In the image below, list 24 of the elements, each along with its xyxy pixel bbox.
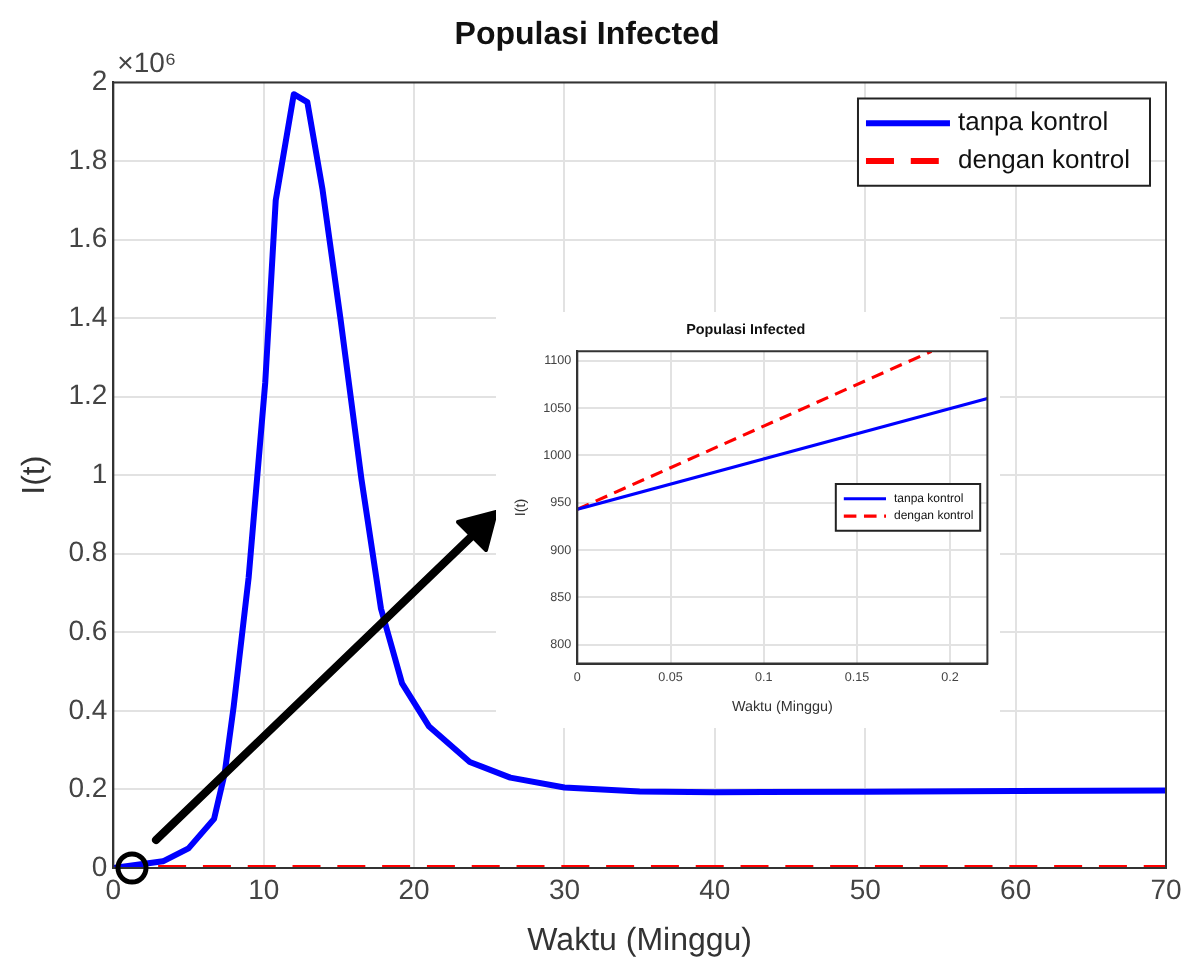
y-tick-label: 0.8 xyxy=(68,535,108,568)
y-tick-label: 1.4 xyxy=(68,299,108,332)
x-tick-label: 10 xyxy=(248,872,280,905)
x-tick-label: 20 xyxy=(398,872,431,905)
y-axis-title: I(t) xyxy=(18,455,53,495)
y-tick-label: 0.2 xyxy=(68,771,108,804)
y-tick-label: 1.2 xyxy=(68,378,108,411)
x-tick-label: 50 xyxy=(849,872,882,905)
x-tick-label: 60 xyxy=(1000,872,1032,905)
y-tick-label: 0.6 xyxy=(68,614,108,647)
y-tick-label: 1.6 xyxy=(68,221,108,254)
x-axis-title: Waktu (Minggu) xyxy=(527,923,752,958)
legend-label: tanpa kontrol xyxy=(957,106,1109,137)
x-tick-label: 30 xyxy=(548,872,581,905)
x-tick-label: 70 xyxy=(1150,872,1182,905)
text: ×10⁶ xyxy=(117,46,177,79)
y-tick-label: 2 xyxy=(91,64,108,97)
chart-title: Populasi Infected xyxy=(454,18,720,53)
y-tick-label: 0 xyxy=(91,849,108,882)
y-tick-label: 0.4 xyxy=(68,692,108,725)
x-tick-label: 40 xyxy=(699,872,731,905)
y-tick-label: 1.8 xyxy=(68,142,108,175)
y-tick-label: 1 xyxy=(91,456,108,489)
legend-label: dengan kontrol xyxy=(957,144,1131,175)
